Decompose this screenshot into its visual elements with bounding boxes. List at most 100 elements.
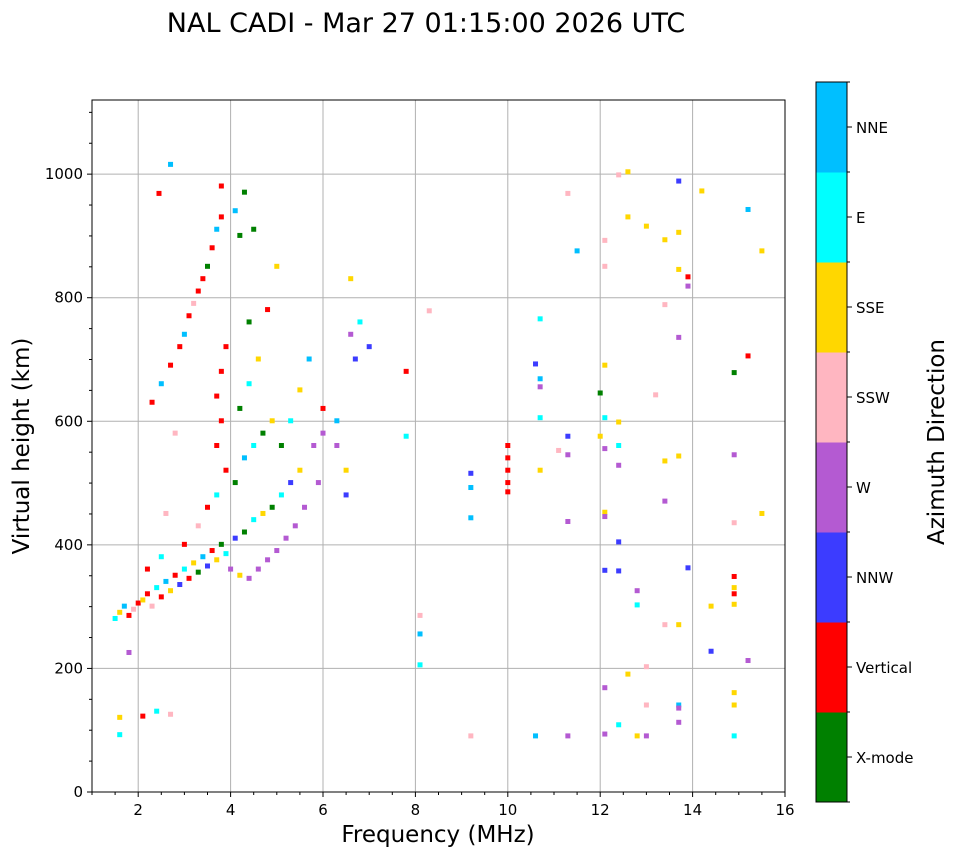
data-point-vertical — [186, 575, 192, 581]
data-point-vertical — [126, 612, 132, 618]
data-point-vertical — [186, 313, 192, 319]
data-point-x-mode — [260, 430, 266, 436]
colorbar-label-nne: NNE — [856, 119, 888, 137]
data-point-sse — [214, 557, 220, 563]
colorbar-segment — [816, 442, 847, 533]
colorbar-frame — [815, 81, 848, 803]
data-point-nnw — [533, 361, 539, 367]
data-point-ssw — [195, 523, 201, 529]
data-point-w — [311, 443, 317, 448]
data-point-e — [417, 662, 423, 668]
data-point-x-mode — [241, 529, 247, 535]
data-point-vertical — [214, 443, 220, 448]
data-point-nne — [745, 206, 751, 212]
data-point-w — [292, 523, 298, 529]
data-point-ssw — [163, 510, 169, 516]
data-point-nnw — [177, 582, 183, 588]
data-point-vertical — [218, 214, 224, 220]
data-point-vertical — [158, 594, 164, 600]
data-point-vertical — [320, 405, 326, 411]
data-point-w — [685, 283, 691, 289]
data-point-e — [537, 415, 543, 421]
data-point-sse — [731, 585, 737, 591]
data-point-e — [154, 708, 160, 714]
data-point-e — [537, 316, 543, 322]
data-point-vertical — [177, 344, 183, 350]
data-point-vertical — [731, 591, 737, 597]
colorbar-label-x-mode: X-mode — [856, 749, 913, 767]
data-point-ssw — [131, 606, 137, 612]
data-point-sse — [269, 418, 275, 424]
x-tick-label: 16 — [775, 801, 794, 819]
data-point-sse — [731, 690, 737, 696]
data-point-nnw — [232, 535, 238, 541]
data-point-vertical — [505, 467, 511, 473]
data-point-nne — [241, 455, 247, 461]
data-point-ssw — [468, 733, 474, 739]
data-point-nnw — [288, 480, 294, 486]
data-point-w — [643, 733, 649, 739]
data-point-e — [246, 381, 252, 387]
data-point-ssw — [643, 664, 649, 670]
data-point-nne — [168, 161, 174, 167]
data-point-ssw — [653, 392, 659, 398]
data-point-nne — [181, 331, 187, 337]
data-point-vertical — [209, 548, 215, 554]
data-point-e — [223, 551, 229, 557]
data-point-sse — [602, 362, 608, 368]
data-point-sse — [699, 188, 705, 194]
data-point-sse — [625, 169, 631, 175]
y-axis: 0 200 400 600 800 1000 — [45, 111, 92, 801]
data-point-w — [676, 334, 682, 340]
data-point-w — [634, 588, 640, 594]
data-point-nne — [163, 578, 169, 584]
data-point-ssw — [602, 237, 608, 243]
data-point-vertical — [265, 307, 271, 313]
y-tick-label: 800 — [54, 289, 83, 307]
data-point-vertical — [209, 245, 215, 251]
data-point-w — [246, 575, 252, 581]
y-tick-label: 200 — [54, 659, 83, 677]
data-point-sse — [602, 509, 608, 515]
data-point-w — [283, 535, 289, 541]
data-point-sse — [274, 263, 280, 269]
colorbar-label-nnw: NNW — [856, 569, 893, 587]
data-point-w — [602, 514, 608, 520]
data-point-nne — [334, 418, 340, 424]
data-point-w — [676, 705, 682, 711]
data-point-e — [278, 492, 284, 498]
x-tick-label: 6 — [318, 801, 328, 819]
data-point-sse — [625, 214, 631, 220]
data-point-w — [274, 548, 280, 554]
data-point-x-mode — [205, 263, 210, 269]
data-point-w — [731, 452, 737, 458]
colorbar-label-e: E — [856, 209, 865, 227]
data-point-sse — [537, 467, 543, 473]
data-point-w — [320, 430, 326, 436]
data-point-nne — [121, 603, 127, 609]
data-point-nnw — [616, 539, 622, 545]
data-point-e — [181, 566, 187, 572]
data-point-sse — [348, 276, 354, 282]
data-point-x-mode — [269, 504, 275, 510]
x-tick-label: 14 — [683, 801, 702, 819]
data-point-ssw — [731, 520, 737, 526]
data-point-nnw — [616, 568, 622, 574]
data-point-ssw — [172, 430, 178, 436]
y-axis-label: Virtual height (km) — [9, 338, 35, 555]
data-point-nne — [214, 226, 220, 232]
data-point-nne — [574, 248, 580, 254]
y-tick-label: 0 — [73, 783, 83, 801]
x-axis: 2 4 6 8 10 12 14 16 — [91, 792, 795, 819]
data-point-ssw — [662, 302, 668, 308]
data-point-nnw — [343, 492, 349, 498]
data-point-e — [616, 443, 622, 448]
data-point-e — [251, 443, 257, 448]
data-point-vertical — [200, 276, 206, 282]
data-point-vertical — [223, 344, 229, 350]
data-point-w — [255, 566, 261, 572]
x-tick-label: 10 — [498, 801, 517, 819]
data-point-sse — [759, 248, 765, 254]
colorbar-label-w: W — [856, 479, 871, 497]
data-point-e — [288, 418, 294, 424]
